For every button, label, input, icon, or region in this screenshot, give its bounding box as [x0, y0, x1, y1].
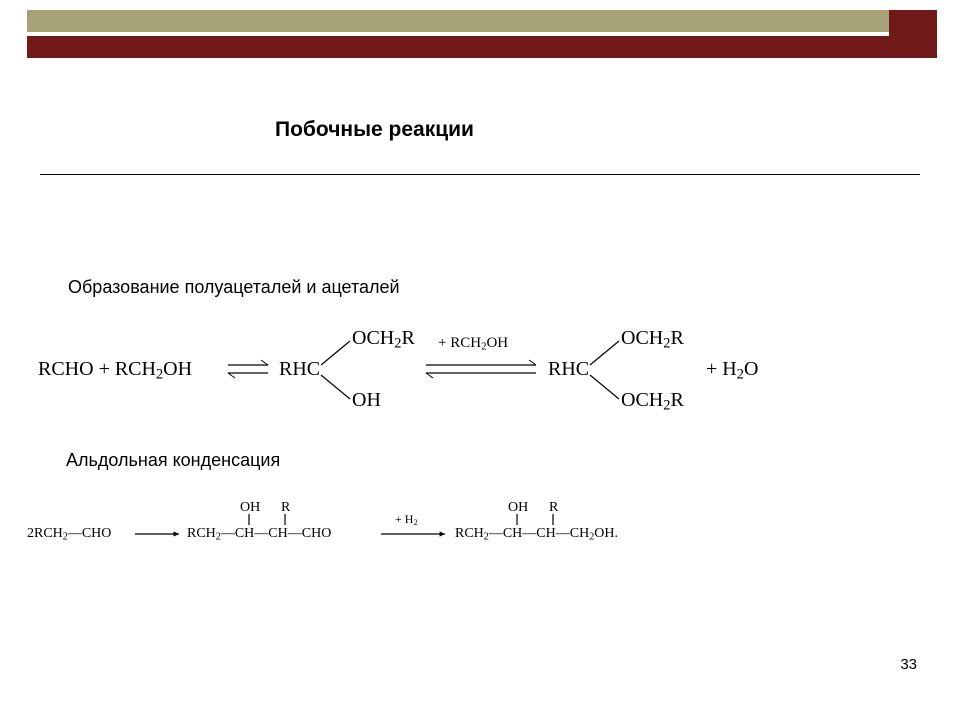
r1-mid-top: OCH2R [352, 327, 415, 353]
r2-rhs-oh: OH [508, 500, 528, 516]
reaction-aldol: 2RCH2—CHO RCH2—CH—CH—CHO OH R + H2 RCH2—… [27, 488, 727, 558]
title-underline [40, 174, 920, 175]
reaction-hemiacetal: RCHO + RCH2OH RHC OCH2R OH + RCH2OH RHC … [38, 305, 798, 425]
r1-rhs-top: OCH2R [621, 327, 684, 353]
reaction-aldol-svg [27, 488, 727, 558]
r1-byproduct: + H2O [706, 358, 758, 384]
section-label-aldol: Альдольная конденсация [66, 450, 280, 471]
r1-mid-bot: OH [352, 389, 381, 412]
r2-rhs-chain: RCH2—CH—CH—CH2OH. [455, 526, 618, 543]
r1-rhs-bot: OCH2R [621, 389, 684, 415]
top-bar-maroon [27, 36, 889, 58]
r2-mid-r: R [281, 500, 290, 516]
section-label-hemiacetals: Образование полуацеталей и ацеталей [68, 277, 400, 298]
r1-lhs: RCHO + RCH2OH [38, 358, 192, 384]
page-title: Побочные реакции [275, 118, 474, 142]
corner-box-maroon [889, 10, 937, 58]
r1-mid-center: RHC [279, 358, 320, 381]
r2-mid-chain: RCH2—CH—CH—CHO [187, 526, 331, 543]
r2-lhs: 2RCH2—CHO [27, 526, 111, 543]
top-bar-olive [27, 10, 889, 32]
r1-between-label: + RCH2OH [438, 335, 508, 353]
r2-mid-oh: OH [240, 500, 260, 516]
r2-over-arrow2: + H2 [395, 512, 418, 527]
r2-rhs-r: R [549, 500, 558, 516]
r1-rhs-center: RHC [548, 358, 589, 381]
page-number: 33 [900, 656, 917, 673]
